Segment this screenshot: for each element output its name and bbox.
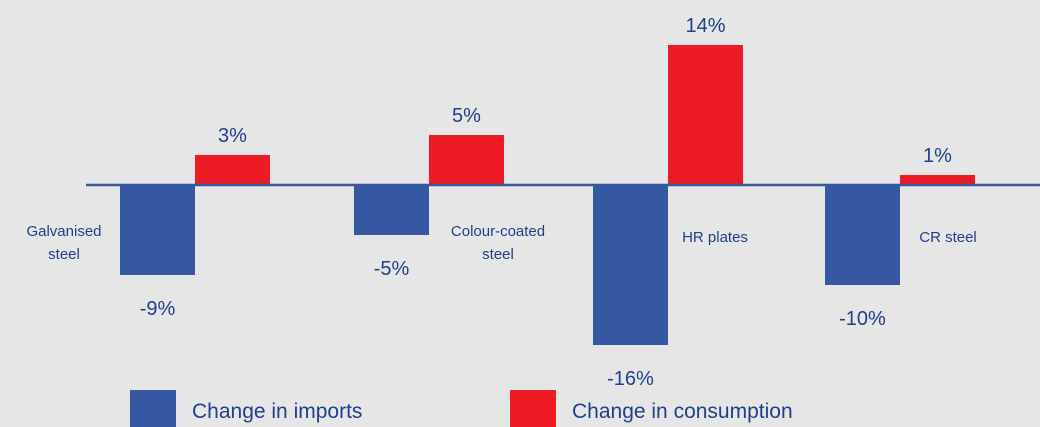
value-label-imports: -10% (839, 308, 886, 330)
category-label: steel (48, 246, 80, 263)
value-label-imports: -16% (607, 368, 654, 390)
bar-consumption (900, 175, 975, 185)
value-label-consumption: 14% (685, 15, 725, 37)
bar-imports (825, 185, 900, 285)
value-label-consumption: 1% (923, 145, 952, 167)
category-label: Colour-coated (451, 223, 545, 240)
legend-consumption-swatch (510, 390, 556, 427)
value-label-imports: -9% (140, 298, 176, 320)
bar-imports (120, 185, 195, 275)
bars (120, 45, 975, 345)
value-label-imports: -5% (374, 258, 410, 280)
category-label: Galvanised (26, 223, 101, 240)
value-label-consumption: 3% (218, 125, 247, 147)
labels: -9% 3% Galvanised steel -5% 5% Colour-coated st… (26, 15, 976, 390)
legend: Change in imports Change in consumption (130, 390, 793, 427)
legend-imports-swatch (130, 390, 176, 427)
category-label: HR plates (682, 229, 748, 246)
bar-consumption (668, 45, 743, 185)
value-label-consumption: 5% (452, 105, 481, 127)
legend-imports-label: Change in imports (192, 400, 362, 423)
category-label: steel (482, 246, 514, 263)
legend-consumption-label: Change in consumption (572, 400, 793, 423)
bar-consumption (429, 135, 504, 185)
bar-imports (354, 185, 429, 235)
bar-consumption (195, 155, 270, 185)
bar-imports (593, 185, 668, 345)
category-label: CR steel (919, 229, 977, 246)
